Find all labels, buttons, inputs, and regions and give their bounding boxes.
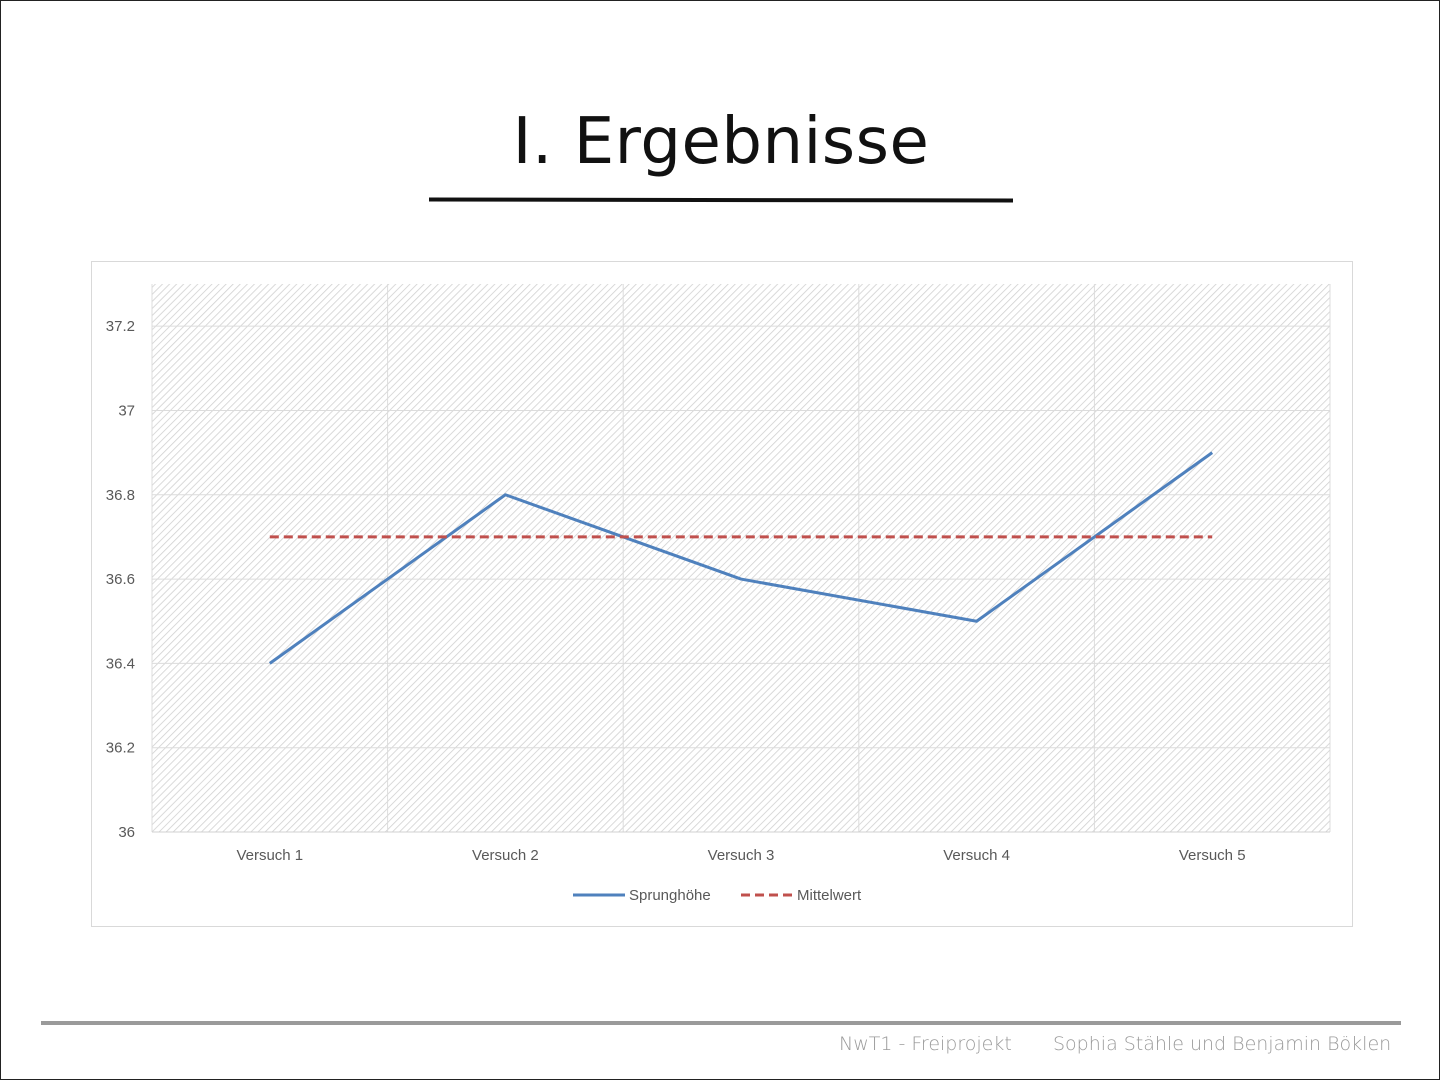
footer-authors: Sophia Stähle und Benjamin Böklen <box>1053 1033 1392 1055</box>
series-1-point <box>1210 535 1214 539</box>
y-tick-label: 37 <box>118 402 135 419</box>
x-tick-label: Versuch 5 <box>1179 847 1246 864</box>
series-0-point <box>503 493 507 497</box>
y-tick-label: 36.8 <box>106 487 135 504</box>
x-axis-ticks: Versuch 1 Versuch 2 Versuch 3 Versuch 4 Vers… <box>236 847 1245 864</box>
series-0-point <box>1210 451 1214 455</box>
gridlines <box>151 284 1331 833</box>
y-axis-ticks: 36 36.2 36.4 36.6 36.8 37 37.2 <box>106 318 135 841</box>
slide-title: I. Ergebnisse <box>512 105 930 179</box>
x-tick-label: Versuch 4 <box>943 847 1010 864</box>
series-1-point <box>739 535 743 539</box>
y-tick-label: 36.6 <box>106 571 135 588</box>
series-lines <box>268 451 1214 665</box>
plot-area <box>152 284 1330 832</box>
series-1-point <box>503 535 507 539</box>
series-1-point <box>268 535 272 539</box>
x-tick-label: Versuch 1 <box>236 847 303 864</box>
y-tick-label: 36.2 <box>106 740 135 757</box>
title-underline <box>428 197 1014 203</box>
footer-course: NwT1 - Freiprojekt <box>839 1033 1012 1055</box>
series-line-0 <box>268 451 1214 665</box>
y-tick-label: 37.2 <box>106 318 135 335</box>
x-tick-label: Versuch 2 <box>472 847 539 864</box>
series-0-point <box>975 619 979 623</box>
legend-label: Mittelwert <box>797 887 862 904</box>
chart-frame: 36 36.2 36.4 36.6 36.8 37 37.2 Versuch 1 Versuc… <box>91 261 1353 927</box>
series-0-point <box>268 661 272 665</box>
series-1-point <box>975 535 979 539</box>
legend-label: Sprunghöhe <box>629 887 711 904</box>
series-0-point <box>739 577 743 581</box>
footer-rule <box>41 1021 1401 1025</box>
legend: Sprunghöhe Mittelwert <box>573 887 862 904</box>
x-tick-label: Versuch 3 <box>708 847 775 864</box>
y-tick-label: 36 <box>118 824 135 841</box>
y-tick-label: 36.4 <box>106 655 135 672</box>
